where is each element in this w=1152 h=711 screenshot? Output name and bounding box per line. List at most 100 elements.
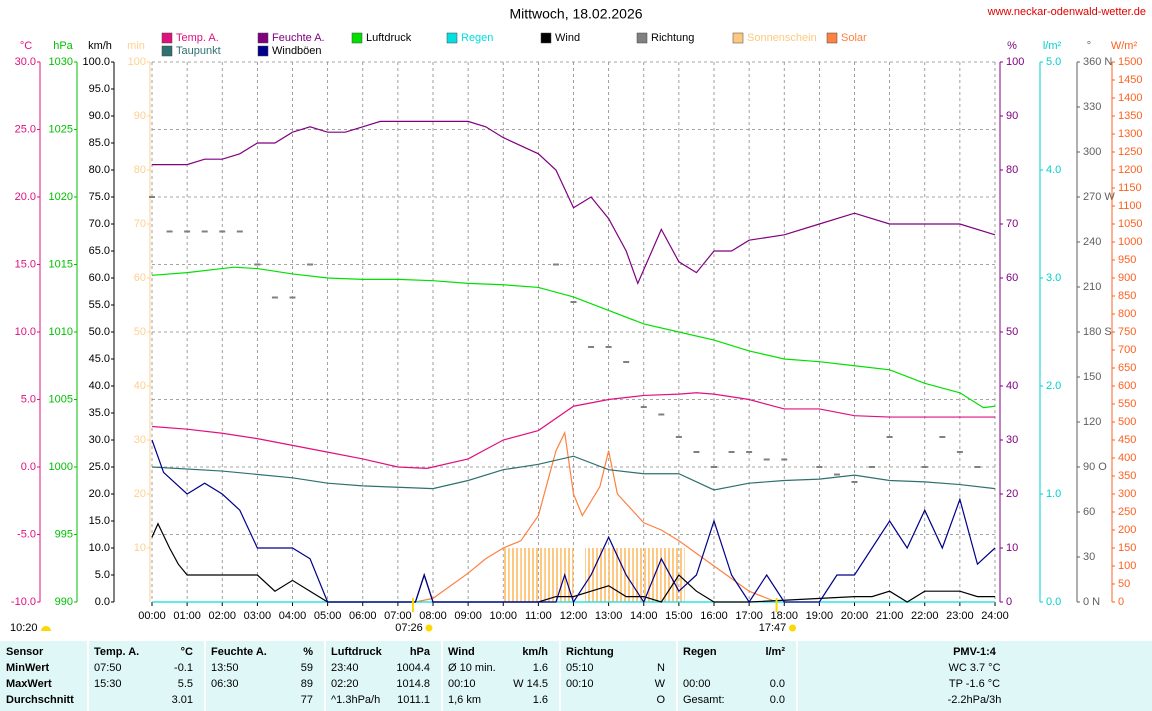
table-cell: MaxWert [6, 678, 52, 690]
series-line [151, 522, 995, 603]
direction-dot [271, 296, 278, 299]
table-cell: 5.5 [178, 678, 193, 690]
table-cell: 07:50 [94, 662, 122, 674]
y-tick-label: 120 [1083, 416, 1101, 428]
direction-dot [236, 230, 243, 233]
y-tick-label: 1.0 [1046, 488, 1061, 500]
y-axis-title: min [127, 40, 145, 52]
x-tick-label: 23:00 [946, 610, 974, 622]
y-tick-label: 70 [134, 218, 146, 230]
y-tick-label: 10 [134, 542, 146, 554]
legend-swatch [351, 32, 363, 44]
y-tick-label: 1300 [1118, 128, 1142, 140]
table-cell: 0.0 [770, 694, 785, 706]
y-tick-label: 330 [1083, 101, 1101, 113]
table-header-cell: °C [181, 646, 193, 658]
table-cell: 13:50 [211, 662, 239, 674]
y-axis-title: l/m² [1043, 40, 1062, 52]
sunshine-bar [567, 548, 574, 602]
x-tick-label: 09:00 [454, 610, 482, 622]
y-tick-label: 90.0 [89, 110, 110, 122]
x-tick-label: 00:00 [138, 610, 166, 622]
legend-swatch [161, 45, 173, 57]
y-tick-label: 90 O [1083, 461, 1107, 473]
sunshine-bar [637, 548, 644, 602]
sunshine-bar [514, 548, 521, 602]
table-cell: 1011.1 [397, 694, 430, 706]
y-tick-label: 990 [55, 596, 73, 608]
y-tick-label: 1350 [1118, 110, 1142, 122]
table-cell: 59 [301, 662, 313, 674]
table-cell: 89 [301, 678, 313, 690]
sunshine-bar [520, 548, 527, 602]
x-tick-label: 19:00 [806, 610, 834, 622]
table-header-cell: Temp. A. [94, 646, 139, 658]
y-tick-label: 10.0 [89, 542, 110, 554]
table-cell: W 14.5 [513, 678, 548, 690]
y-tick-label: 30 [1083, 551, 1095, 563]
table-cell: 05:10 [566, 662, 594, 674]
y-tick-label: 60 [1006, 272, 1018, 284]
x-tick-label: 12:00 [560, 610, 588, 622]
y-tick-label: 700 [1118, 344, 1136, 356]
y-tick-label: 0.0 [1046, 596, 1061, 608]
y-tick-label: 350 [1118, 470, 1136, 482]
legend-swatch [826, 32, 838, 44]
y-tick-label: 60 [1083, 506, 1095, 518]
sun-icon [789, 624, 797, 632]
direction-dot [201, 230, 208, 233]
sunshine-bar [661, 548, 668, 602]
y-tick-label: 65.0 [89, 245, 110, 257]
table-cell: WC 3.7 °C [948, 662, 1000, 674]
x-tick-label: 21:00 [876, 610, 904, 622]
table-cell: 1004.4 [396, 662, 430, 674]
y-tick-label: 500 [1118, 416, 1136, 428]
source-link: www.neckar-odenwald-wetter.de [987, 6, 1146, 18]
direction-dot [869, 466, 876, 468]
y-tick-label: 4.0 [1046, 164, 1061, 176]
sunshine-bar [597, 548, 603, 602]
direction-dot [605, 346, 612, 348]
direction-dot [552, 263, 559, 266]
y-tick-label: 1000 [49, 461, 73, 473]
x-tick-label: 13:00 [595, 610, 623, 622]
legend-label: Wind [555, 32, 580, 44]
sunshine-bar [655, 548, 662, 602]
x-tick-label: 16:00 [700, 610, 728, 622]
table-cell: 77 [301, 694, 313, 706]
sunshine-bar [626, 548, 633, 602]
direction-dot [588, 346, 595, 348]
y-tick-label: 1015 [49, 258, 73, 270]
x-tick-label: 24:00 [981, 610, 1009, 622]
sun-event-label: 07:26 [395, 622, 423, 634]
y-tick-label: 0 [1118, 596, 1124, 608]
table-cell: 23:40 [331, 662, 359, 674]
direction-dot [640, 406, 647, 408]
y-axis-title: W/m² [1111, 40, 1138, 52]
sunshine-bar [526, 548, 533, 602]
y-tick-label: 20.0 [89, 488, 110, 500]
direction-dot [781, 458, 788, 461]
table-cell: N [657, 662, 665, 674]
y-tick-label: 100 [128, 56, 146, 68]
legend-label: Regen [461, 32, 493, 44]
y-tick-label: 90 [134, 110, 146, 122]
y-tick-label: 80 [134, 164, 146, 176]
y-tick-label: 60 [134, 272, 146, 284]
table-background [0, 641, 1152, 711]
x-tick-label: 05:00 [314, 610, 342, 622]
y-tick-label: 1020 [49, 191, 73, 203]
y-tick-label: 200 [1118, 524, 1136, 536]
legend-label: Sonnenschein [747, 32, 817, 44]
y-tick-label: 30 [134, 434, 146, 446]
table-header-cell: Luftdruck [331, 646, 383, 658]
y-tick-label: 650 [1118, 362, 1136, 374]
direction-dot [570, 301, 577, 303]
legend-swatch [732, 32, 744, 44]
series-line [151, 439, 996, 604]
direction-dot [974, 466, 981, 468]
y-tick-label: 180 S [1083, 326, 1112, 338]
table-cell: MinWert [6, 662, 50, 674]
y-tick-label: 1100 [1118, 200, 1142, 212]
